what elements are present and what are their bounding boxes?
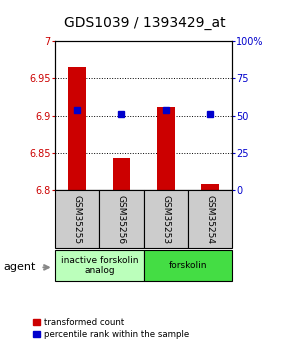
Text: agent: agent bbox=[3, 263, 35, 272]
Bar bbox=[55, 190, 99, 248]
Bar bbox=[157, 107, 175, 190]
Text: GSM35255: GSM35255 bbox=[73, 195, 82, 244]
Text: GDS1039 / 1393429_at: GDS1039 / 1393429_at bbox=[64, 16, 226, 30]
Text: GSM35256: GSM35256 bbox=[117, 195, 126, 244]
Bar bbox=[144, 250, 232, 281]
Bar bbox=[113, 158, 130, 190]
Legend: transformed count, percentile rank within the sample: transformed count, percentile rank withi… bbox=[33, 318, 189, 339]
Bar bbox=[188, 190, 232, 248]
Bar bbox=[55, 250, 144, 281]
Text: inactive forskolin
analog: inactive forskolin analog bbox=[61, 256, 138, 275]
Bar bbox=[68, 67, 86, 190]
Bar bbox=[144, 190, 188, 248]
Bar bbox=[99, 190, 144, 248]
Bar bbox=[201, 184, 219, 190]
Text: GSM35253: GSM35253 bbox=[161, 195, 170, 244]
Text: forskolin: forskolin bbox=[168, 261, 207, 270]
Text: GSM35254: GSM35254 bbox=[205, 195, 214, 244]
